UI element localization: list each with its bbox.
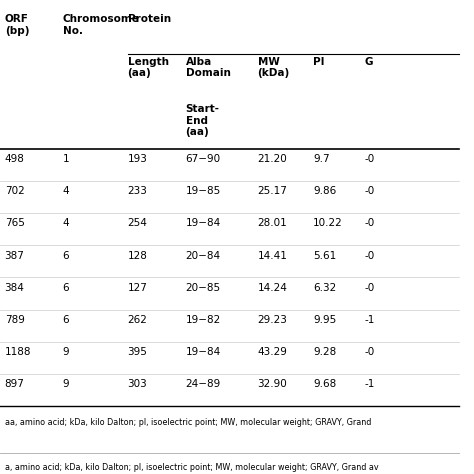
Text: 19−84: 19−84 xyxy=(186,347,221,357)
Text: -0: -0 xyxy=(365,283,374,293)
Text: 19−82: 19−82 xyxy=(186,315,221,325)
Text: 20−84: 20−84 xyxy=(186,251,221,261)
Text: 128: 128 xyxy=(128,251,147,261)
Text: 4: 4 xyxy=(63,186,69,196)
Text: 6.32: 6.32 xyxy=(313,283,337,293)
Text: 1188: 1188 xyxy=(5,347,31,357)
Text: -0: -0 xyxy=(365,154,374,164)
Text: 127: 127 xyxy=(128,283,147,293)
Text: 25.17: 25.17 xyxy=(257,186,287,196)
Text: 67−90: 67−90 xyxy=(186,154,221,164)
Text: 193: 193 xyxy=(128,154,147,164)
Text: 395: 395 xyxy=(128,347,147,357)
Text: 9.86: 9.86 xyxy=(313,186,337,196)
Text: -1: -1 xyxy=(365,315,374,325)
Text: 789: 789 xyxy=(5,315,25,325)
Text: Protein: Protein xyxy=(128,14,171,24)
Text: 10.22: 10.22 xyxy=(313,219,343,228)
Text: PI: PI xyxy=(313,57,325,67)
Text: 1: 1 xyxy=(63,154,69,164)
Text: 702: 702 xyxy=(5,186,24,196)
Text: Start-
End
(aa): Start- End (aa) xyxy=(186,104,219,137)
Text: 9: 9 xyxy=(63,347,69,357)
Text: 29.23: 29.23 xyxy=(257,315,287,325)
Text: 14.41: 14.41 xyxy=(257,251,287,261)
Text: 897: 897 xyxy=(5,379,25,389)
Text: -0: -0 xyxy=(365,186,374,196)
Text: 303: 303 xyxy=(128,379,147,389)
Text: 233: 233 xyxy=(128,186,147,196)
Text: ORF
(bp): ORF (bp) xyxy=(5,14,29,36)
Text: Chromosome
No.: Chromosome No. xyxy=(63,14,139,36)
Text: Length
(aa): Length (aa) xyxy=(128,57,169,78)
Text: 765: 765 xyxy=(5,219,25,228)
Text: 20−85: 20−85 xyxy=(186,283,221,293)
Text: 24−89: 24−89 xyxy=(186,379,221,389)
Text: -1: -1 xyxy=(365,379,374,389)
Text: 262: 262 xyxy=(128,315,147,325)
Text: -0: -0 xyxy=(365,251,374,261)
Text: 387: 387 xyxy=(5,251,25,261)
Text: a, amino acid; kDa, kilo Dalton; pl, isoelectric point; MW, molecular weight; GR: a, amino acid; kDa, kilo Dalton; pl, iso… xyxy=(5,463,378,472)
Text: 498: 498 xyxy=(5,154,25,164)
Text: 9.28: 9.28 xyxy=(313,347,337,357)
Text: 384: 384 xyxy=(5,283,25,293)
Text: 21.20: 21.20 xyxy=(257,154,287,164)
Text: 28.01: 28.01 xyxy=(257,219,287,228)
Text: 32.90: 32.90 xyxy=(257,379,287,389)
Text: 19−85: 19−85 xyxy=(186,186,221,196)
Text: 6: 6 xyxy=(63,315,69,325)
Text: 14.24: 14.24 xyxy=(257,283,287,293)
Text: G: G xyxy=(365,57,373,67)
Text: 19−84: 19−84 xyxy=(186,219,221,228)
Text: 9.95: 9.95 xyxy=(313,315,337,325)
Text: 6: 6 xyxy=(63,251,69,261)
Text: 254: 254 xyxy=(128,219,147,228)
Text: 43.29: 43.29 xyxy=(257,347,287,357)
Text: 9.7: 9.7 xyxy=(313,154,330,164)
Text: aa, amino acid; kDa, kilo Dalton; pl, isoelectric point; MW, molecular weight; G: aa, amino acid; kDa, kilo Dalton; pl, is… xyxy=(5,418,371,427)
Text: 9: 9 xyxy=(63,379,69,389)
Text: 4: 4 xyxy=(63,219,69,228)
Text: -0: -0 xyxy=(365,347,374,357)
Text: -0: -0 xyxy=(365,219,374,228)
Text: 5.61: 5.61 xyxy=(313,251,337,261)
Text: Alba
Domain: Alba Domain xyxy=(186,57,230,78)
Text: 9.68: 9.68 xyxy=(313,379,337,389)
Text: 6: 6 xyxy=(63,283,69,293)
Text: MW
(kDa): MW (kDa) xyxy=(257,57,290,78)
